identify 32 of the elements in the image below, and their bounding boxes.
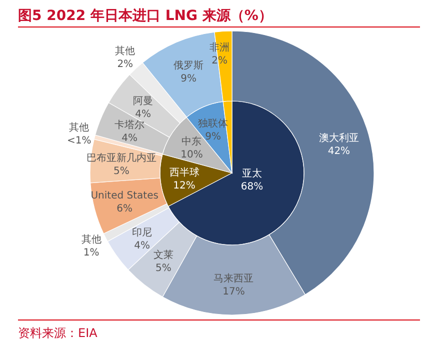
data-label: 68% <box>240 182 264 192</box>
data-label: 5% <box>156 262 172 274</box>
data-label: 2% <box>117 59 134 70</box>
data-label: 6% <box>116 204 133 215</box>
slice-label: 卡塔尔 <box>114 118 145 131</box>
data-label: 4% <box>135 109 152 120</box>
data-label: 5% <box>113 166 130 178</box>
data-label: 17% <box>222 286 245 298</box>
slice-label: 其他 <box>81 233 102 246</box>
slice-label: 俄罗斯 <box>174 59 204 72</box>
data-label: 12% <box>173 180 196 192</box>
data-label: 10% <box>180 149 203 160</box>
slice-label: 马来西亚 <box>214 272 254 284</box>
text: 资料来源：EIA <box>18 326 98 340</box>
data-label: 4% <box>134 240 150 252</box>
data-label: 1% <box>83 247 100 258</box>
data-label: 4% <box>122 132 138 144</box>
slice-label: 其他 <box>115 45 136 58</box>
slice-label: 文莱 <box>153 248 174 261</box>
slice-label: 其他 <box>69 122 90 134</box>
slice-label: 中东 <box>182 135 202 148</box>
slice-label: 印尼 <box>132 226 152 239</box>
data-label: <1% <box>67 136 92 147</box>
slice-label: 巴布亚新几内亚 <box>86 152 156 164</box>
slice-label: 西半球 <box>169 166 200 179</box>
slice-label: 亚太 <box>242 168 262 180</box>
slice-label: 阿曼 <box>133 96 154 108</box>
data-label: 42% <box>328 146 350 157</box>
data-label: 9% <box>180 73 196 84</box>
slice-label: 澳大利亚 <box>318 132 359 144</box>
chart-title: 图5 2022 年日本进口 LNG 来源（%） <box>18 8 272 24</box>
data-label: 9% <box>205 131 222 142</box>
